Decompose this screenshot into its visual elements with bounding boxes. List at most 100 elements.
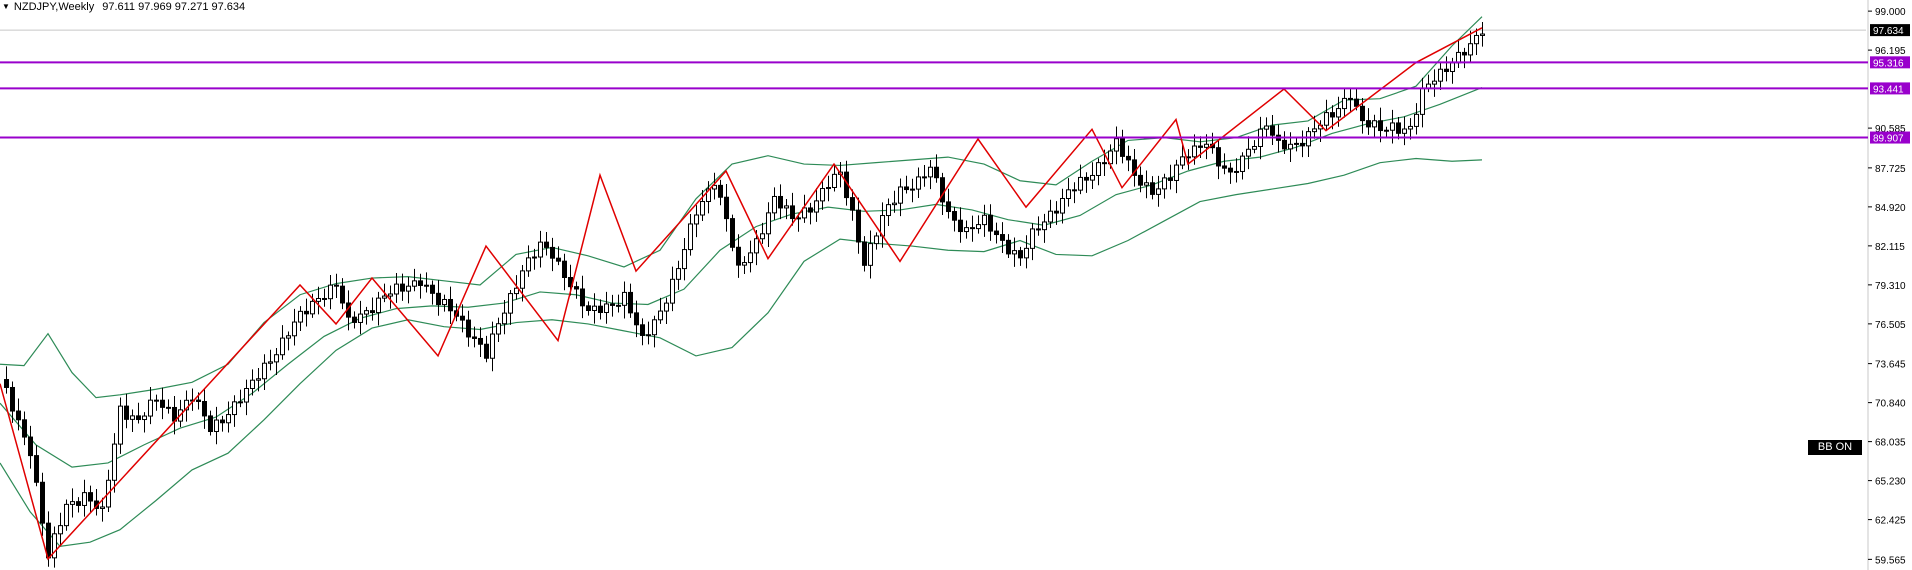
candle-body-down [460, 315, 465, 321]
candle [868, 230, 873, 279]
candle [250, 369, 255, 396]
candle [370, 297, 375, 321]
candle-body-up [64, 503, 69, 527]
candle [532, 248, 537, 270]
candle [802, 194, 807, 223]
bollinger-upper-line [0, 16, 1483, 399]
symbol-dropdown-icon[interactable]: ▼ [2, 2, 10, 11]
candle-body-down [202, 400, 207, 417]
candle-body-up [670, 278, 675, 304]
candle [154, 394, 159, 411]
candle-body-up [130, 415, 135, 420]
candle-body-up [1030, 228, 1035, 249]
candle [658, 297, 663, 324]
candle [514, 275, 519, 300]
candle-body-up [1186, 156, 1191, 159]
candle-body-up [1324, 112, 1329, 126]
price-axis-label: 96.195 [1875, 46, 1906, 57]
horizontal-levels[interactable] [0, 61, 1868, 139]
candle-body-up [694, 214, 699, 225]
candle [1372, 114, 1377, 138]
candle [670, 266, 675, 312]
candle-body-up [424, 284, 429, 287]
candle-body-up [814, 200, 819, 213]
candle-body-up [502, 312, 507, 325]
candle-body-up [184, 399, 189, 411]
candle [244, 379, 249, 416]
candle [724, 184, 729, 232]
candle-body-up [682, 249, 687, 270]
candle [334, 273, 339, 298]
candle-body-up [412, 280, 417, 287]
candle-body-up [916, 176, 921, 190]
candle-body-down [1216, 147, 1221, 167]
candle [616, 294, 621, 313]
candle-body-down [562, 260, 567, 278]
candle-body-up [538, 241, 543, 258]
candle-body-up [298, 310, 303, 323]
candle [262, 354, 267, 390]
candle [148, 386, 153, 425]
chart-header: ▼ NZDJPY,Weekly 97.611 97.969 97.271 97.… [2, 0, 245, 13]
candle-body-down [448, 298, 453, 312]
candle-body-up [1060, 197, 1065, 214]
candle-body-up [1204, 143, 1209, 148]
candle-body-down [436, 292, 441, 306]
candle [1066, 178, 1071, 207]
candle-body-up [496, 323, 501, 335]
candle-body-up [1066, 189, 1071, 199]
candle [1018, 246, 1023, 266]
candle [970, 215, 975, 242]
candle-body-down [952, 211, 957, 221]
price-axis-label: 59.565 [1875, 555, 1906, 566]
candle [358, 300, 363, 335]
candle [448, 286, 453, 324]
candle [634, 300, 639, 338]
candle [664, 297, 669, 325]
bollinger-bands [0, 16, 1483, 548]
candle [208, 410, 213, 436]
candle [508, 289, 513, 325]
candle [1024, 235, 1029, 269]
candle [130, 409, 135, 433]
candle [286, 331, 291, 351]
candle [598, 299, 603, 320]
candle [400, 273, 405, 301]
bb-toggle-button[interactable]: BB ON [1808, 440, 1862, 455]
candle [1264, 117, 1269, 139]
candle [1162, 173, 1167, 199]
candle-body-down [736, 246, 741, 266]
candle-body-up [1162, 177, 1167, 190]
candle [688, 214, 693, 256]
candle [1174, 159, 1179, 194]
candle [112, 433, 117, 493]
candle [1366, 108, 1371, 135]
candle [388, 285, 393, 309]
candle [562, 253, 567, 291]
candle-body-down [904, 186, 909, 191]
candle-body-down [1102, 162, 1107, 165]
candle-body-up [1474, 34, 1479, 45]
candle-body-up [1384, 129, 1389, 132]
candle-body-up [1156, 188, 1161, 195]
candle-body-up [604, 303, 609, 314]
candle [160, 387, 165, 420]
candle-body-up [1306, 131, 1311, 147]
candle [64, 499, 69, 531]
candle-body-up [394, 283, 399, 295]
candle-body-up [490, 333, 495, 359]
candle-body-up [1174, 164, 1179, 181]
candle [778, 184, 783, 220]
candle [1222, 153, 1227, 175]
candle [226, 401, 231, 433]
candle [760, 222, 765, 244]
symbol-label[interactable]: NZDJPY,Weekly [13, 0, 95, 13]
candle [1144, 170, 1149, 199]
candle-body-up [358, 313, 363, 323]
candle-body-down [1000, 234, 1005, 241]
candle-body-down [556, 257, 561, 262]
candle-body-up [316, 297, 321, 302]
candle-body-down [154, 399, 159, 402]
candle-body-down [1132, 159, 1137, 176]
